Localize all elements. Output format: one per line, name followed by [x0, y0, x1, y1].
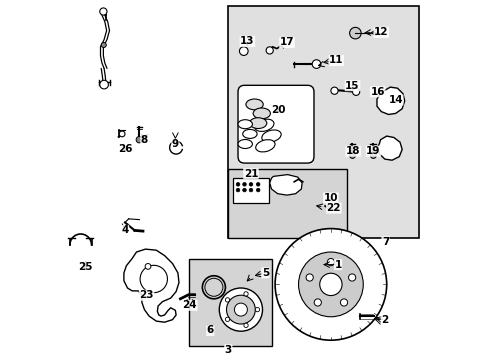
Text: 22: 22 — [326, 203, 340, 213]
Circle shape — [326, 258, 334, 266]
Text: 16: 16 — [370, 87, 384, 97]
Text: 9: 9 — [171, 139, 179, 149]
Text: 10: 10 — [323, 193, 338, 203]
Polygon shape — [376, 87, 404, 114]
Circle shape — [370, 153, 375, 158]
Circle shape — [298, 252, 363, 317]
Text: 17: 17 — [279, 37, 294, 48]
Ellipse shape — [242, 130, 257, 139]
Text: 4: 4 — [121, 225, 128, 235]
Circle shape — [319, 273, 342, 296]
Ellipse shape — [249, 118, 266, 129]
Ellipse shape — [238, 140, 252, 149]
Polygon shape — [269, 175, 302, 195]
Circle shape — [242, 188, 246, 192]
Circle shape — [255, 307, 259, 312]
Text: 14: 14 — [387, 95, 402, 105]
Text: 13: 13 — [240, 36, 254, 46]
Ellipse shape — [245, 99, 263, 110]
Circle shape — [256, 183, 260, 186]
Text: 7: 7 — [381, 237, 388, 247]
Circle shape — [349, 153, 355, 158]
Circle shape — [330, 87, 337, 94]
Bar — [232, 178, 268, 203]
Ellipse shape — [238, 120, 252, 129]
Bar — [188, 259, 271, 346]
Polygon shape — [377, 136, 401, 160]
Text: 2: 2 — [381, 315, 388, 325]
Circle shape — [225, 298, 229, 302]
Text: 24: 24 — [182, 300, 197, 310]
Circle shape — [265, 47, 273, 54]
FancyBboxPatch shape — [238, 85, 313, 163]
Text: 19: 19 — [366, 146, 380, 156]
Text: 20: 20 — [271, 105, 285, 115]
Text: 5: 5 — [261, 268, 268, 278]
Bar — [228, 6, 418, 238]
Circle shape — [275, 229, 386, 340]
Circle shape — [236, 183, 239, 186]
Text: 21: 21 — [243, 168, 258, 179]
Circle shape — [340, 299, 347, 306]
Circle shape — [305, 274, 313, 281]
Text: 12: 12 — [373, 27, 388, 37]
Ellipse shape — [255, 140, 274, 152]
Text: 3: 3 — [224, 345, 231, 355]
Circle shape — [249, 188, 252, 192]
Circle shape — [311, 60, 320, 68]
Circle shape — [100, 8, 107, 15]
Ellipse shape — [254, 119, 273, 131]
Circle shape — [256, 188, 260, 192]
Circle shape — [249, 183, 252, 186]
Circle shape — [219, 288, 262, 331]
Ellipse shape — [261, 130, 281, 142]
Circle shape — [101, 42, 106, 48]
Ellipse shape — [253, 108, 270, 119]
Text: 1: 1 — [334, 260, 341, 270]
Text: 6: 6 — [206, 325, 213, 336]
Circle shape — [236, 188, 239, 192]
Text: 25: 25 — [78, 262, 92, 272]
Circle shape — [244, 323, 248, 328]
Circle shape — [145, 264, 151, 269]
Text: 23: 23 — [139, 290, 154, 300]
Text: 15: 15 — [345, 81, 359, 91]
Circle shape — [100, 80, 108, 89]
Text: 18: 18 — [346, 146, 360, 156]
Text: 26: 26 — [118, 144, 132, 154]
Circle shape — [226, 295, 255, 324]
Circle shape — [313, 299, 321, 306]
Text: 8: 8 — [141, 135, 148, 145]
Circle shape — [244, 292, 248, 296]
Polygon shape — [123, 249, 179, 322]
Circle shape — [352, 88, 359, 95]
Circle shape — [348, 274, 355, 281]
Circle shape — [119, 131, 125, 137]
Circle shape — [349, 27, 361, 39]
Circle shape — [225, 317, 229, 321]
Circle shape — [234, 303, 247, 316]
Text: 11: 11 — [328, 55, 343, 66]
Bar — [228, 169, 346, 238]
Circle shape — [242, 183, 246, 186]
Circle shape — [136, 136, 142, 143]
Circle shape — [239, 47, 247, 55]
